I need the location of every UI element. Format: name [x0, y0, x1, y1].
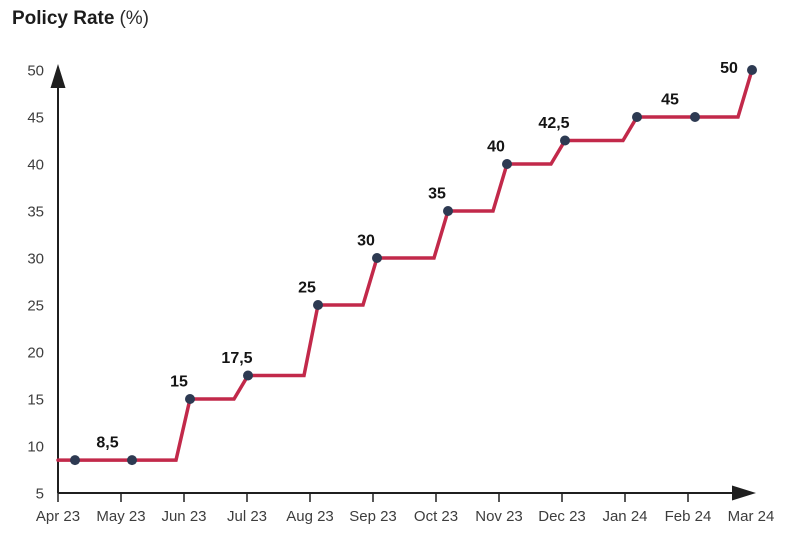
y-tick-label: 20	[27, 345, 44, 362]
data-point	[185, 394, 195, 404]
x-tick-label: Feb 24	[665, 508, 712, 525]
y-tick-label: 5	[36, 486, 44, 503]
x-tick-label: Apr 23	[36, 508, 80, 525]
x-axis-arrow-icon	[732, 485, 756, 501]
data-point	[560, 135, 570, 146]
data-point	[313, 300, 323, 310]
y-tick-label: 15	[27, 392, 44, 409]
chart-title: Policy Rate (%)	[12, 8, 149, 30]
y-tick-label: 40	[27, 157, 44, 174]
x-tick-label: Aug 23	[286, 508, 334, 525]
x-tick-label: Dec 23	[538, 508, 586, 525]
point-value-label: 35	[428, 186, 446, 203]
point-value-label: 30	[357, 233, 375, 250]
data-point	[372, 253, 382, 263]
data-point	[127, 455, 137, 466]
y-tick-label: 25	[27, 298, 44, 315]
y-tick-label: 10	[27, 439, 44, 456]
y-axis-arrow-icon	[50, 64, 66, 88]
x-tick-label: Jan 24	[602, 508, 647, 525]
data-point	[632, 112, 642, 122]
x-tick-label: Jul 23	[227, 508, 267, 525]
x-tick-label: May 23	[96, 508, 145, 525]
y-tick-label: 45	[27, 110, 44, 127]
point-value-label: 15	[170, 374, 188, 391]
x-tick-label: Mar 24	[728, 508, 775, 525]
data-point	[747, 65, 757, 75]
data-point	[70, 455, 80, 466]
x-tick-label: Sep 23	[349, 508, 397, 525]
x-tick-label: Jun 23	[161, 508, 206, 525]
point-value-label: 17,5	[221, 350, 252, 367]
chart-title-text: Policy Rate	[12, 8, 115, 29]
data-point	[690, 112, 700, 122]
data-point	[502, 159, 512, 169]
data-point	[243, 370, 253, 381]
point-value-labels: 8,5 15 17,5 25 30 35 40 42,5 45 50	[96, 60, 738, 452]
x-tick-label: Nov 23	[475, 508, 523, 525]
point-value-label: 45	[661, 92, 679, 109]
point-value-label: 8,5	[96, 435, 118, 452]
y-tick-label: 50	[27, 63, 44, 80]
point-value-label: 25	[298, 280, 316, 297]
point-value-label: 42,5	[538, 115, 569, 132]
data-point	[443, 206, 453, 216]
y-tick-label: 30	[27, 251, 44, 268]
rate-step-line	[56, 68, 754, 462]
x-axis: Apr 23 May 23 Jun 23 Jul 23 Aug 23 Sep 23 Oct …	[36, 485, 775, 525]
y-axis: 5 10 15 20 25 30 35 40 45 50	[27, 63, 66, 503]
chart-title-unit: (%)	[119, 8, 149, 29]
y-tick-label: 35	[27, 204, 44, 221]
point-value-label: 50	[720, 60, 738, 77]
data-points	[70, 65, 757, 466]
x-tick-label: Oct 23	[414, 508, 458, 525]
point-value-label: 40	[487, 139, 505, 156]
